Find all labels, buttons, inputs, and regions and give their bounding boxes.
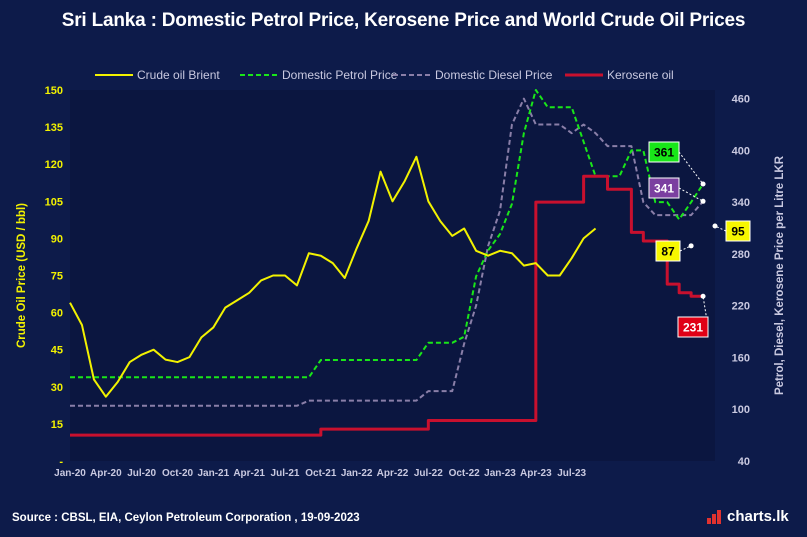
y-tick-label: 135: [45, 122, 63, 134]
x-tick-label: Apr-23: [520, 468, 552, 479]
x-tick-label: Jan-23: [484, 468, 516, 479]
callout-label: 231: [683, 321, 703, 335]
series-line-crude-oil-brient: [69, 155, 597, 398]
callout-box: [677, 316, 709, 338]
series-line-domestic-diesel-price: [70, 97, 704, 407]
legend-label: Domestic Diesel Price: [435, 68, 553, 82]
y-tick-label: 105: [45, 196, 63, 208]
callout-marker: [700, 181, 706, 187]
y-tick-label: 60: [51, 308, 63, 320]
series-line-domestic-petrol-price: [70, 89, 704, 379]
legend-label: Crude oil Brient: [137, 68, 220, 82]
callout-leader: [678, 187, 704, 202]
callout-label: 95: [731, 225, 745, 239]
y-tick-label: -: [59, 456, 63, 468]
callout-marker: [712, 223, 718, 229]
x-tick-label: Oct-20: [162, 468, 194, 479]
callout-label: 361: [654, 146, 674, 160]
x-tick-label: Apr-20: [90, 468, 122, 479]
y2-tick-label: 220: [732, 301, 750, 313]
x-tick-label: Jul-20: [127, 468, 156, 479]
x-tick-label: Apr-21: [233, 468, 265, 479]
y-tick-label: 150: [45, 85, 63, 97]
x-tick-label: Oct-22: [449, 468, 481, 479]
x-tick-label: Jan-22: [341, 468, 373, 479]
legend-label: Kerosene oil: [607, 68, 674, 82]
series-line-kerosene-oil: [70, 174, 704, 437]
callout-label: 87: [661, 245, 675, 259]
y2-axis-title: Petrol, Diesel, Kerosene Price per Litre…: [774, 155, 786, 395]
x-tick-label: Jul-23: [557, 468, 586, 479]
y-tick-label: 30: [51, 382, 63, 394]
y2-tick-label: 100: [732, 404, 750, 416]
callout-box: [655, 240, 681, 262]
callout-box: [725, 220, 751, 242]
x-tick-label: Jul-21: [271, 468, 300, 479]
y-tick-label: 120: [45, 159, 63, 171]
brand-name: charts.lk: [727, 508, 789, 525]
y2-tick-label: 280: [732, 249, 750, 261]
y-tick-label: 75: [51, 271, 63, 283]
plot-area: [70, 90, 715, 461]
y2-tick-label: 340: [732, 197, 750, 209]
y-tick-label: 45: [51, 345, 63, 357]
bar-chart-icon: [707, 509, 721, 524]
x-tick-label: Jul-22: [414, 468, 443, 479]
y-axis-title: Crude Oil Price (USD / bbl): [16, 203, 28, 348]
y2-tick-label: 160: [732, 352, 750, 364]
callout-marker: [700, 293, 706, 299]
y-tick-label: 15: [51, 419, 63, 431]
callout-marker: [688, 243, 694, 249]
chart-title: Sri Lanka : Domestic Petrol Price, Keros…: [61, 10, 746, 31]
y2-tick-label: 400: [732, 145, 750, 157]
callout-label: 341: [654, 182, 674, 196]
callout-leader: [678, 151, 704, 185]
x-tick-label: Jan-21: [197, 468, 229, 479]
x-tick-label: Apr-22: [377, 468, 409, 479]
y2-tick-label: 460: [732, 94, 750, 106]
brand-logo: charts.lk: [706, 508, 789, 525]
source-note: Source : CBSL, EIA, Ceylon Petroleum Cor…: [12, 512, 360, 524]
callout-box: [648, 177, 680, 199]
x-tick-label: Jan-20: [54, 468, 86, 479]
legend-label: Domestic Petrol Price: [282, 68, 398, 82]
callout-box: [648, 141, 680, 163]
y-tick-label: 90: [51, 233, 63, 245]
x-tick-label: Oct-21: [305, 468, 337, 479]
y2-tick-label: 40: [738, 456, 750, 468]
callout-marker: [700, 198, 706, 204]
